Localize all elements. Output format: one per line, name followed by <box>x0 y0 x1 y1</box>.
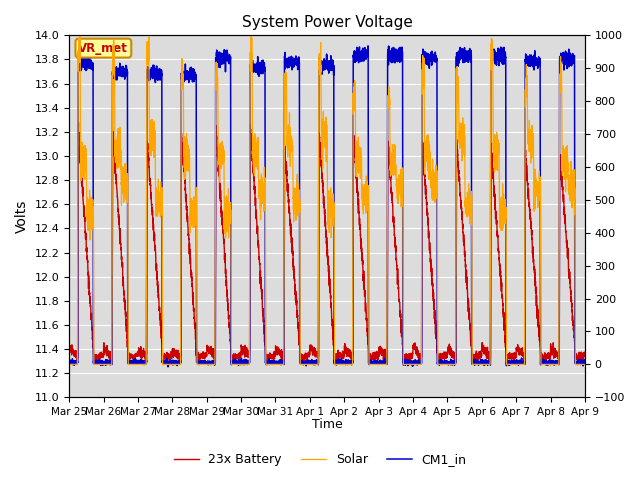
Solar <box>308 361 316 367</box>
23x Battery <box>580 349 588 355</box>
Solar <box>442 361 450 367</box>
23x Battery <box>414 348 422 353</box>
Solar <box>580 361 588 367</box>
CM1_in <box>580 358 588 363</box>
Solar <box>472 361 479 367</box>
Line: 23x Battery: 23x Battery <box>69 122 585 362</box>
23x Battery <box>443 355 451 361</box>
23x Battery <box>435 360 442 365</box>
Line: CM1_in: CM1_in <box>69 46 585 367</box>
23x Battery <box>308 347 316 353</box>
23x Battery <box>65 341 73 347</box>
23x Battery <box>75 120 83 125</box>
Solar <box>65 361 73 367</box>
CM1_in <box>308 358 316 364</box>
CM1_in <box>164 364 172 370</box>
Solar <box>158 185 166 191</box>
Solar <box>414 361 422 367</box>
23x Battery <box>581 353 589 359</box>
Legend: 23x Battery, Solar, CM1_in: 23x Battery, Solar, CM1_in <box>168 448 472 471</box>
Y-axis label: Volts: Volts <box>15 200 29 233</box>
CM1_in <box>581 360 589 366</box>
Solar <box>247 32 255 38</box>
Title: System Power Voltage: System Power Voltage <box>241 15 412 30</box>
CM1_in <box>472 358 479 363</box>
23x Battery <box>158 338 166 344</box>
CM1_in <box>414 361 422 367</box>
CM1_in <box>443 358 451 363</box>
CM1_in <box>65 357 73 363</box>
Line: Solar: Solar <box>69 35 585 364</box>
X-axis label: Time: Time <box>312 419 342 432</box>
Solar <box>581 361 589 367</box>
23x Battery <box>472 350 479 356</box>
CM1_in <box>364 43 372 49</box>
Text: VR_met: VR_met <box>79 42 128 55</box>
CM1_in <box>158 71 166 77</box>
